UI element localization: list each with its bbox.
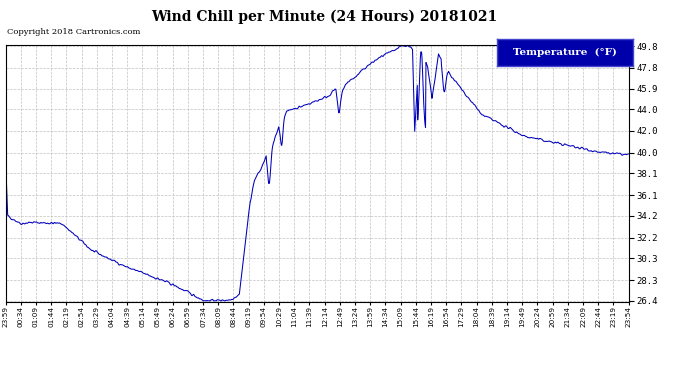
Text: Wind Chill per Minute (24 Hours) 20181021: Wind Chill per Minute (24 Hours) 2018102… xyxy=(151,9,497,24)
Text: Temperature  (°F): Temperature (°F) xyxy=(513,48,617,57)
Text: Copyright 2018 Cartronics.com: Copyright 2018 Cartronics.com xyxy=(7,28,140,36)
